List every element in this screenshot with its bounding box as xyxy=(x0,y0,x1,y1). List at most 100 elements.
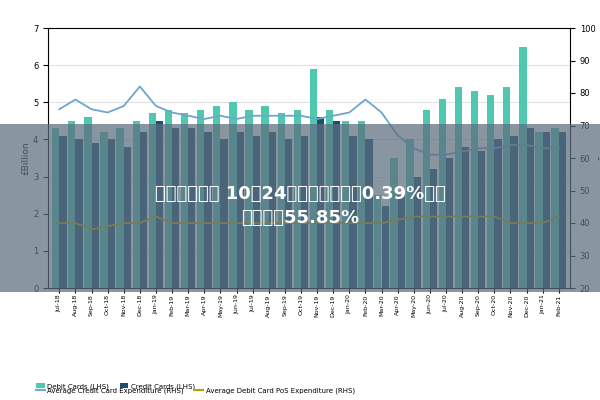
Bar xyxy=(503,88,511,288)
Bar xyxy=(422,110,430,288)
Average Credit Card Expenditure (RHS) xyxy=(298,113,305,118)
Legend: Average Credit Card Expenditure (RHS), Average Debit Card PoS Expenditure (RHS): Average Credit Card Expenditure (RHS), A… xyxy=(34,384,358,396)
Bar xyxy=(52,128,59,288)
Bar xyxy=(116,128,124,288)
Bar xyxy=(310,69,317,288)
Average Debit Card PoS Expenditure (RHS) xyxy=(313,221,320,226)
Bar xyxy=(156,121,163,288)
Bar xyxy=(317,117,325,288)
Average Credit Card Expenditure (RHS) xyxy=(410,146,418,151)
Average Credit Card Expenditure (RHS) xyxy=(200,117,208,122)
Bar xyxy=(100,132,107,288)
Bar xyxy=(253,136,260,288)
Bar xyxy=(140,132,147,288)
Average Credit Card Expenditure (RHS) xyxy=(169,110,176,115)
Average Credit Card Expenditure (RHS) xyxy=(329,113,337,118)
Bar xyxy=(326,110,333,288)
Bar xyxy=(462,147,469,288)
Bar xyxy=(213,106,220,288)
Average Credit Card Expenditure (RHS) xyxy=(507,142,514,147)
Average Debit Card PoS Expenditure (RHS) xyxy=(152,214,160,219)
Average Debit Card PoS Expenditure (RHS) xyxy=(475,214,482,219)
Bar xyxy=(229,102,236,288)
Average Credit Card Expenditure (RHS) xyxy=(394,133,401,138)
Average Credit Card Expenditure (RHS) xyxy=(426,152,433,157)
Average Debit Card PoS Expenditure (RHS) xyxy=(88,227,95,232)
Bar xyxy=(59,136,67,288)
Average Credit Card Expenditure (RHS) xyxy=(136,84,143,89)
Bar xyxy=(124,147,131,288)
Bar xyxy=(84,117,91,288)
Average Credit Card Expenditure (RHS) xyxy=(523,142,530,147)
Bar xyxy=(519,46,527,288)
Bar xyxy=(149,114,156,288)
Average Credit Card Expenditure (RHS) xyxy=(217,113,224,118)
Bar xyxy=(68,121,76,288)
Average Credit Card Expenditure (RHS) xyxy=(378,110,385,115)
Bar xyxy=(414,176,421,288)
Bar xyxy=(133,121,140,288)
Average Debit Card PoS Expenditure (RHS) xyxy=(491,214,498,219)
Average Debit Card PoS Expenditure (RHS) xyxy=(265,221,272,226)
Bar xyxy=(342,121,349,288)
Average Debit Card PoS Expenditure (RHS) xyxy=(555,214,562,219)
Bar xyxy=(278,114,285,288)
Bar xyxy=(301,136,308,288)
Bar xyxy=(220,140,227,288)
Average Debit Card PoS Expenditure (RHS) xyxy=(249,221,256,226)
Bar xyxy=(181,114,188,288)
Average Credit Card Expenditure (RHS) xyxy=(88,107,95,112)
Bar xyxy=(293,110,301,288)
Average Debit Card PoS Expenditure (RHS) xyxy=(200,221,208,226)
Average Credit Card Expenditure (RHS) xyxy=(475,146,482,151)
Average Debit Card PoS Expenditure (RHS) xyxy=(362,221,369,226)
Average Credit Card Expenditure (RHS) xyxy=(233,117,240,122)
Average Credit Card Expenditure (RHS) xyxy=(491,146,498,151)
Average Debit Card PoS Expenditure (RHS) xyxy=(410,214,418,219)
Average Debit Card PoS Expenditure (RHS) xyxy=(378,221,385,226)
Average Debit Card PoS Expenditure (RHS) xyxy=(346,221,353,226)
Bar xyxy=(269,132,276,288)
Bar xyxy=(559,132,566,288)
Average Debit Card PoS Expenditure (RHS) xyxy=(298,221,305,226)
Bar xyxy=(333,121,340,288)
Line: Average Debit Card PoS Expenditure (RHS): Average Debit Card PoS Expenditure (RHS) xyxy=(59,216,559,230)
Bar xyxy=(494,140,502,288)
Line: Average Credit Card Expenditure (RHS): Average Credit Card Expenditure (RHS) xyxy=(59,86,559,155)
Bar xyxy=(76,140,83,288)
Bar xyxy=(197,110,204,288)
Average Debit Card PoS Expenditure (RHS) xyxy=(426,214,433,219)
Average Debit Card PoS Expenditure (RHS) xyxy=(442,214,449,219)
Text: 股票配资市场 10月24日丽岛转债下跌0.39%，转
股溢价率55.85%: 股票配资市场 10月24日丽岛转债下跌0.39%，转 股溢价率55.85% xyxy=(155,185,445,227)
Bar xyxy=(478,150,485,288)
Bar xyxy=(406,140,414,288)
Average Credit Card Expenditure (RHS) xyxy=(539,146,546,151)
Average Debit Card PoS Expenditure (RHS) xyxy=(233,221,240,226)
Average Credit Card Expenditure (RHS) xyxy=(104,110,111,115)
Bar xyxy=(204,132,212,288)
Average Credit Card Expenditure (RHS) xyxy=(458,149,466,154)
Bar xyxy=(188,128,196,288)
Bar xyxy=(446,158,453,288)
Average Credit Card Expenditure (RHS) xyxy=(555,146,562,151)
Average Credit Card Expenditure (RHS) xyxy=(249,113,256,118)
Bar xyxy=(542,132,550,288)
Bar xyxy=(374,195,382,288)
Bar xyxy=(236,132,244,288)
Bar xyxy=(245,110,253,288)
Bar xyxy=(535,132,542,288)
Average Credit Card Expenditure (RHS) xyxy=(442,152,449,157)
Bar xyxy=(172,128,179,288)
Bar xyxy=(439,98,446,288)
Average Debit Card PoS Expenditure (RHS) xyxy=(539,221,546,226)
Average Debit Card PoS Expenditure (RHS) xyxy=(120,221,127,226)
Bar xyxy=(358,121,365,288)
Average Credit Card Expenditure (RHS) xyxy=(281,113,289,118)
Average Credit Card Expenditure (RHS) xyxy=(185,113,192,118)
Average Credit Card Expenditure (RHS) xyxy=(152,104,160,108)
Average Credit Card Expenditure (RHS) xyxy=(72,97,79,102)
Average Credit Card Expenditure (RHS) xyxy=(120,104,127,108)
Bar xyxy=(262,106,269,288)
Bar xyxy=(511,136,518,288)
Bar xyxy=(487,95,494,288)
